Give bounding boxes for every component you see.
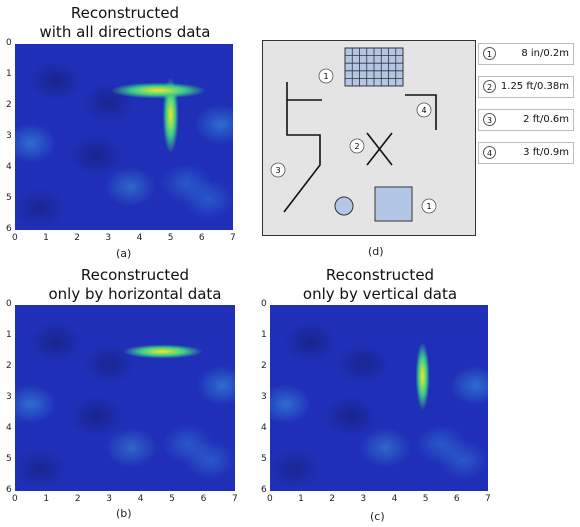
panel_a-y-tick: 4	[6, 162, 12, 172]
panel_a-x-tick: 7	[230, 233, 236, 243]
panel-b-caption: (b)	[116, 507, 132, 520]
round-object	[334, 196, 354, 216]
panel-a-title-line2: with all directions data	[39, 23, 211, 41]
panel_b-y-tick: 5	[6, 454, 12, 464]
panel_b-x-tick: 0	[12, 494, 18, 504]
panel_a-y-tick: 2	[6, 100, 12, 110]
panel-c-caption: (c)	[370, 510, 385, 523]
panel-c-title-line1: Reconstructed	[325, 266, 435, 284]
panel_b-x-tick: 3	[106, 494, 113, 504]
panel_b-y-tick: 2	[6, 361, 12, 371]
panel-c-heatmap	[270, 305, 488, 491]
marker-1-top: 1	[318, 68, 334, 84]
panel_c-y-tick: 2	[261, 361, 267, 371]
panel-b-heatmap	[15, 305, 235, 491]
panel_a-y-tick: 1	[6, 69, 12, 79]
panel_b-x-tick: 7	[232, 494, 238, 504]
panel_b-y-tick: 6	[6, 485, 12, 495]
svg-text:4: 4	[421, 106, 426, 115]
panel_b-x-tick: 2	[74, 494, 81, 504]
panel_b-x-tick: 4	[137, 494, 144, 504]
panel_c-x-tick: 2	[329, 494, 336, 504]
panel-b-title: Reconstructed only by horizontal data	[25, 266, 245, 304]
panel_b-x-tick: 1	[43, 494, 50, 504]
panel_c-x-tick: 5	[422, 494, 429, 504]
panel_c-x-tick: 6	[453, 494, 460, 504]
panel-b-title-line2: only by horizontal data	[48, 285, 222, 303]
panel-a-title-line1: Reconstructed	[70, 4, 180, 22]
panel_c-x-tick: 1	[298, 494, 304, 504]
panel-c-title: Reconstructed only by vertical data	[270, 266, 490, 304]
legend-num-4: 4	[483, 146, 496, 159]
panel-a-heatmap	[15, 44, 233, 230]
panel_a-x-tick: 4	[136, 233, 143, 243]
legend-row-2: 2 1.25 ft/0.38m	[478, 76, 574, 98]
legend-value-4: 3 ft/0.9m	[523, 147, 569, 158]
svg-text:3: 3	[275, 166, 280, 175]
panel-d-diagram: 1 1 2 3 4	[262, 40, 476, 236]
marker-1-bottom: 1	[421, 198, 437, 214]
panel_c-y-tick: 5	[261, 454, 267, 464]
square-object	[374, 186, 413, 222]
panel_a-x-tick: 6	[198, 233, 205, 243]
grid-object	[344, 47, 404, 87]
legend-row-1: 1 8 in/0.2m	[478, 43, 574, 65]
panel-c-title-line2: only by vertical data	[302, 285, 458, 303]
cross-marker	[366, 132, 393, 166]
panel-b-title-line1: Reconstructed	[80, 266, 190, 284]
panel_b-y-tick: 4	[6, 423, 12, 433]
panel-a-caption: (a)	[116, 247, 132, 260]
panel_a-y-tick: 0	[6, 38, 12, 48]
legend-num-1: 1	[483, 47, 496, 60]
panel_c-x-tick: 0	[267, 494, 273, 504]
panel_c-y-tick: 1	[261, 330, 267, 340]
panel_a-y-tick: 5	[6, 193, 12, 203]
legend-num-3: 3	[483, 113, 496, 126]
marker-3: 3	[270, 162, 286, 178]
legend-value-1: 8 in/0.2m	[521, 48, 569, 59]
panel_c-y-tick: 4	[261, 423, 267, 433]
panel_b-x-tick: 5	[169, 494, 175, 504]
panel-d-caption: (d)	[368, 245, 384, 258]
marker-4: 4	[416, 102, 432, 118]
panel_a-x-tick: 2	[74, 233, 81, 243]
panel_c-x-tick: 3	[360, 494, 367, 504]
legend-value-2: 1.25 ft/0.38m	[500, 81, 569, 92]
panel_c-y-tick: 0	[261, 299, 267, 309]
panel_a-y-tick: 3	[6, 131, 12, 141]
svg-text:2: 2	[354, 142, 359, 151]
legend-row-3: 3 2 ft/0.6m	[478, 109, 574, 131]
panel_a-y-tick: 6	[6, 224, 12, 234]
panel-a-title: Reconstructed with all directions data	[20, 4, 230, 42]
marker-2: 2	[349, 138, 365, 154]
panel_a-x-tick: 1	[43, 233, 49, 243]
panel_a-x-tick: 5	[167, 233, 174, 243]
panel_b-x-tick: 6	[200, 494, 207, 504]
legend-row-4: 4 3 ft/0.9m	[478, 142, 574, 164]
panel_b-y-tick: 3	[6, 392, 12, 402]
panel_b-y-tick: 1	[6, 330, 12, 340]
panel_a-x-tick: 0	[12, 233, 18, 243]
legend-num-2: 2	[483, 80, 496, 93]
panel_c-x-tick: 7	[485, 494, 491, 504]
svg-text:1: 1	[426, 202, 431, 211]
svg-text:1: 1	[323, 72, 328, 81]
panel_a-x-tick: 3	[105, 233, 112, 243]
panel_b-y-tick: 0	[6, 299, 12, 309]
panel_c-y-tick: 6	[261, 485, 267, 495]
legend-value-3: 2 ft/0.6m	[523, 114, 569, 125]
panel_c-x-tick: 4	[391, 494, 398, 504]
wall-lines	[283, 82, 437, 213]
panel_c-y-tick: 3	[261, 392, 267, 402]
